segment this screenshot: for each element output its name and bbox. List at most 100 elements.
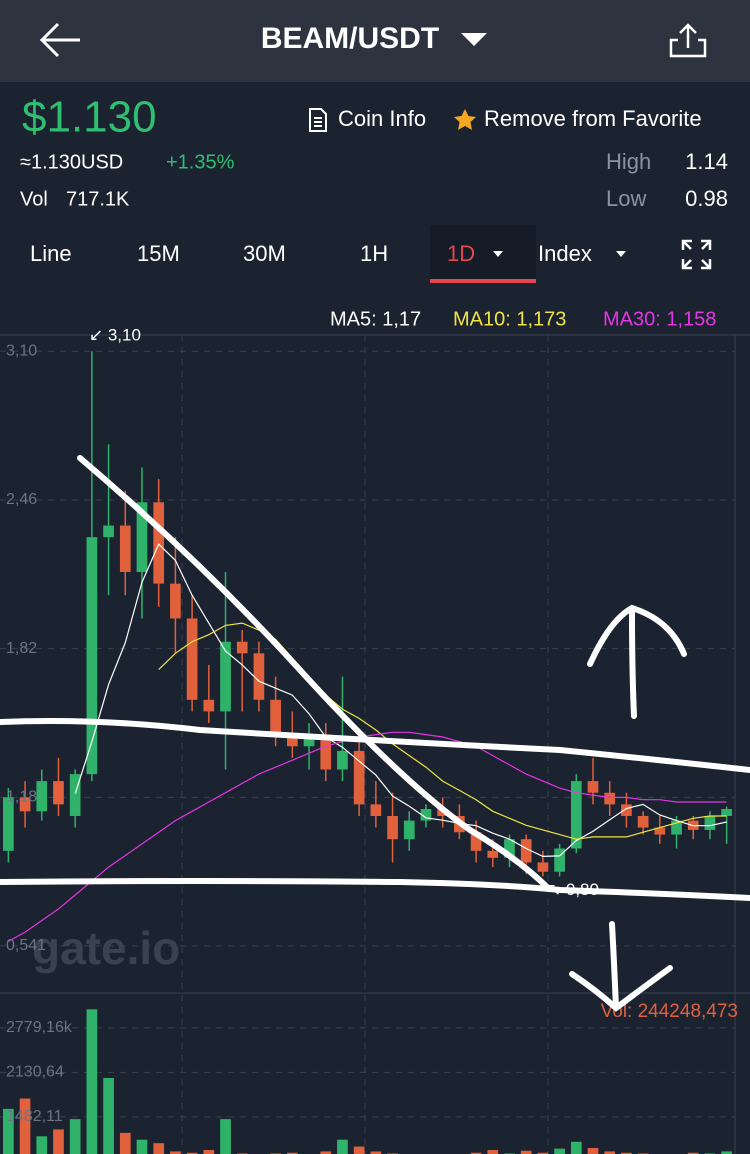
candle-body	[270, 699, 281, 735]
volume-bar	[186, 1152, 198, 1154]
volume-bar	[687, 1152, 699, 1154]
candle-body	[186, 618, 198, 700]
active-tab-underline	[430, 279, 536, 283]
tab[interactable]: 30M	[243, 241, 286, 266]
candle-body	[19, 797, 31, 812]
price-chart	[0, 350, 735, 947]
tab[interactable]: Index	[538, 241, 592, 266]
candle-body	[370, 804, 382, 816]
fullscreen-button[interactable]	[681, 239, 712, 270]
high-marker: ↙ 3,10	[89, 326, 141, 345]
usd-price: ≈1.130USD	[20, 151, 123, 173]
volume-bar	[537, 1152, 549, 1154]
volume-bar	[337, 1139, 348, 1154]
ma5-line	[74, 543, 727, 858]
candle-body	[587, 781, 599, 793]
candle-body	[604, 792, 616, 805]
candle-body	[170, 583, 181, 619]
candle-body	[504, 839, 515, 858]
volume-bar	[36, 1136, 48, 1154]
candle-body	[621, 804, 632, 816]
volume-bar	[220, 1119, 231, 1154]
ma10-label: MA10: 1,173	[453, 308, 566, 330]
candle-body	[153, 502, 165, 584]
volume-bar	[320, 1151, 332, 1154]
candle-body	[36, 781, 48, 812]
volume-bar	[203, 1150, 215, 1154]
volume-bar	[86, 1009, 98, 1154]
candle-body	[320, 734, 332, 770]
volume-bar	[69, 1119, 81, 1154]
volume-tick-label: 2779,16k	[6, 1019, 73, 1036]
tab-active[interactable]: 1D	[447, 241, 475, 266]
volume-bar	[19, 1098, 31, 1154]
volume-bar	[520, 1150, 532, 1154]
tab-dropdown[interactable]	[493, 251, 503, 257]
pair-title[interactable]: BEAM/USDT	[261, 22, 439, 55]
volume-bar	[136, 1139, 148, 1154]
low-value: 0.98	[685, 186, 728, 211]
ma10-line	[158, 622, 727, 840]
candle-body	[654, 827, 666, 835]
favorite-button[interactable]: Remove from Favorite	[484, 106, 702, 131]
ma30-line	[8, 731, 727, 942]
volume-bar	[721, 1151, 732, 1154]
volume-tick-label: 2130,64	[6, 1064, 64, 1081]
candle-body	[303, 734, 315, 747]
candle-body	[203, 699, 215, 712]
favorite-star[interactable]	[454, 109, 476, 130]
axis-labels: 3,10 2,46 1,82 1,18 0,541 2779,16k 2130,64 1482…	[6, 326, 599, 1125]
volume-bar	[353, 1146, 365, 1154]
tab[interactable]: 1H	[360, 241, 388, 266]
volume-bar	[119, 1132, 131, 1154]
candle-body	[637, 815, 649, 828]
candle-body	[704, 815, 716, 830]
candle-body	[353, 750, 365, 805]
watermark: gate.io	[32, 922, 180, 974]
volume-bar	[53, 1129, 64, 1154]
candle-body	[69, 774, 81, 816]
volume-chart	[0, 1009, 735, 1154]
tab[interactable]: 15M	[137, 241, 180, 266]
volume-bar	[170, 1151, 181, 1154]
volume-value: 717.1K	[66, 188, 130, 210]
hand-drawn-annotation	[0, 455, 750, 1012]
back-button[interactable]	[39, 22, 80, 58]
candle-body	[470, 832, 482, 851]
candle-body	[337, 750, 348, 770]
volume-label: Vol	[20, 188, 48, 210]
candle-body	[671, 820, 682, 835]
volume-bar	[286, 1152, 298, 1154]
top-bar	[0, 0, 750, 82]
candle-body	[236, 641, 248, 654]
volume-bar	[3, 1108, 14, 1154]
share-button[interactable]	[669, 23, 707, 58]
tab[interactable]: Line	[30, 241, 72, 266]
candle-body	[487, 850, 499, 858]
candle-body	[103, 525, 114, 538]
pair-dropdown[interactable]	[461, 33, 487, 46]
high-label: High	[606, 149, 651, 174]
index-dropdown[interactable]	[616, 251, 626, 257]
candle-body	[119, 525, 131, 572]
volume-bar	[487, 1150, 499, 1154]
high-value: 1.14	[685, 149, 728, 174]
candle-body	[253, 653, 265, 700]
candle-body	[403, 820, 415, 840]
coin-info-icon[interactable]	[309, 108, 327, 132]
volume-bar	[153, 1143, 165, 1154]
last-price: $1.130	[22, 93, 157, 142]
candle-body	[520, 839, 532, 863]
volume-bar	[370, 1151, 382, 1154]
candle-body	[554, 848, 565, 872]
volume-bar	[554, 1148, 565, 1154]
coin-info[interactable]: Coin Info	[338, 106, 426, 131]
volume-bar	[570, 1141, 582, 1154]
ma5-label: MA5: 1,17	[330, 308, 421, 330]
price-change: +1.35%	[166, 151, 235, 173]
candle-body	[286, 734, 298, 747]
candle-body	[136, 502, 148, 572]
volume-bar	[621, 1152, 632, 1154]
